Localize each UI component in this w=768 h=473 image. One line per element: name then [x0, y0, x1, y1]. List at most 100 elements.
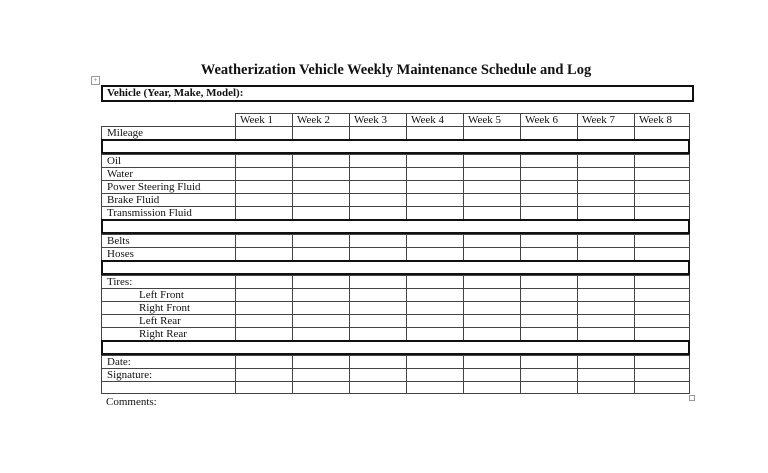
week-cell[interactable]	[634, 206, 690, 219]
week-cell[interactable]	[634, 154, 690, 167]
week-cell[interactable]	[463, 314, 520, 327]
week-cell[interactable]	[463, 126, 520, 139]
week-cell[interactable]	[577, 368, 634, 381]
week-cell[interactable]	[577, 247, 634, 260]
week-cell[interactable]	[406, 234, 463, 247]
week-cell[interactable]	[520, 180, 577, 193]
week-cell[interactable]	[463, 275, 520, 288]
week-cell[interactable]	[349, 288, 406, 301]
week-cell[interactable]	[235, 206, 292, 219]
week-cell[interactable]	[406, 167, 463, 180]
week-cell[interactable]	[520, 327, 577, 340]
week-cell[interactable]	[349, 327, 406, 340]
week-cell[interactable]	[349, 301, 406, 314]
week-cell[interactable]	[463, 193, 520, 206]
week-cell[interactable]	[292, 247, 349, 260]
week-cell[interactable]	[235, 301, 292, 314]
week-cell[interactable]	[634, 180, 690, 193]
week-cell[interactable]	[235, 327, 292, 340]
week-cell[interactable]	[634, 275, 690, 288]
week-cell[interactable]	[463, 301, 520, 314]
week-cell[interactable]	[520, 206, 577, 219]
week-cell[interactable]	[634, 234, 690, 247]
week-cell[interactable]	[520, 247, 577, 260]
week-cell[interactable]	[406, 193, 463, 206]
week-cell[interactable]	[577, 180, 634, 193]
week-cell[interactable]	[520, 301, 577, 314]
week-cell[interactable]	[349, 206, 406, 219]
week-cell[interactable]	[520, 381, 577, 394]
week-cell[interactable]	[577, 126, 634, 139]
week-cell[interactable]	[634, 126, 690, 139]
week-cell[interactable]	[406, 180, 463, 193]
week-cell[interactable]	[349, 126, 406, 139]
week-cell[interactable]	[463, 327, 520, 340]
week-cell[interactable]	[292, 327, 349, 340]
week-cell[interactable]	[235, 180, 292, 193]
week-cell[interactable]	[235, 368, 292, 381]
week-cell[interactable]	[406, 154, 463, 167]
week-cell[interactable]	[520, 167, 577, 180]
week-cell[interactable]	[634, 381, 690, 394]
week-cell[interactable]	[634, 167, 690, 180]
week-cell[interactable]	[292, 288, 349, 301]
week-cell[interactable]	[634, 314, 690, 327]
week-cell[interactable]	[634, 368, 690, 381]
week-cell[interactable]	[577, 301, 634, 314]
week-cell[interactable]	[463, 247, 520, 260]
week-cell[interactable]	[463, 154, 520, 167]
week-cell[interactable]	[349, 381, 406, 394]
week-cell[interactable]	[577, 154, 634, 167]
week-cell[interactable]	[406, 126, 463, 139]
week-cell[interactable]	[235, 275, 292, 288]
week-cell[interactable]	[463, 355, 520, 368]
week-cell[interactable]	[463, 368, 520, 381]
week-cell[interactable]	[292, 275, 349, 288]
week-cell[interactable]	[292, 126, 349, 139]
week-cell[interactable]	[235, 314, 292, 327]
week-cell[interactable]	[349, 314, 406, 327]
week-cell[interactable]	[235, 355, 292, 368]
week-cell[interactable]	[292, 234, 349, 247]
week-cell[interactable]	[349, 247, 406, 260]
week-cell[interactable]	[577, 327, 634, 340]
week-cell[interactable]	[349, 180, 406, 193]
week-cell[interactable]	[406, 247, 463, 260]
week-cell[interactable]	[634, 247, 690, 260]
week-cell[interactable]	[577, 275, 634, 288]
week-cell[interactable]	[634, 288, 690, 301]
week-cell[interactable]	[577, 381, 634, 394]
week-cell[interactable]	[235, 126, 292, 139]
week-cell[interactable]	[577, 314, 634, 327]
week-cell[interactable]	[577, 206, 634, 219]
week-cell[interactable]	[406, 327, 463, 340]
week-cell[interactable]	[577, 193, 634, 206]
week-cell[interactable]	[292, 206, 349, 219]
week-cell[interactable]	[520, 355, 577, 368]
week-cell[interactable]	[292, 368, 349, 381]
week-cell[interactable]	[520, 314, 577, 327]
week-cell[interactable]	[292, 381, 349, 394]
week-cell[interactable]	[634, 301, 690, 314]
week-cell[interactable]	[520, 154, 577, 167]
week-cell[interactable]	[577, 167, 634, 180]
week-cell[interactable]	[520, 126, 577, 139]
week-cell[interactable]	[406, 355, 463, 368]
vehicle-field[interactable]: Vehicle (Year, Make, Model):	[101, 85, 694, 102]
week-cell[interactable]	[463, 234, 520, 247]
week-cell[interactable]	[577, 355, 634, 368]
week-cell[interactable]	[235, 167, 292, 180]
week-cell[interactable]	[235, 381, 292, 394]
week-cell[interactable]	[406, 206, 463, 219]
week-cell[interactable]	[634, 355, 690, 368]
table-move-handle-icon[interactable]: +	[91, 76, 100, 85]
week-cell[interactable]	[463, 167, 520, 180]
week-cell[interactable]	[520, 275, 577, 288]
week-cell[interactable]	[292, 193, 349, 206]
week-cell[interactable]	[235, 288, 292, 301]
week-cell[interactable]	[349, 275, 406, 288]
week-cell[interactable]	[349, 368, 406, 381]
week-cell[interactable]	[520, 193, 577, 206]
week-cell[interactable]	[577, 288, 634, 301]
week-cell[interactable]	[577, 234, 634, 247]
